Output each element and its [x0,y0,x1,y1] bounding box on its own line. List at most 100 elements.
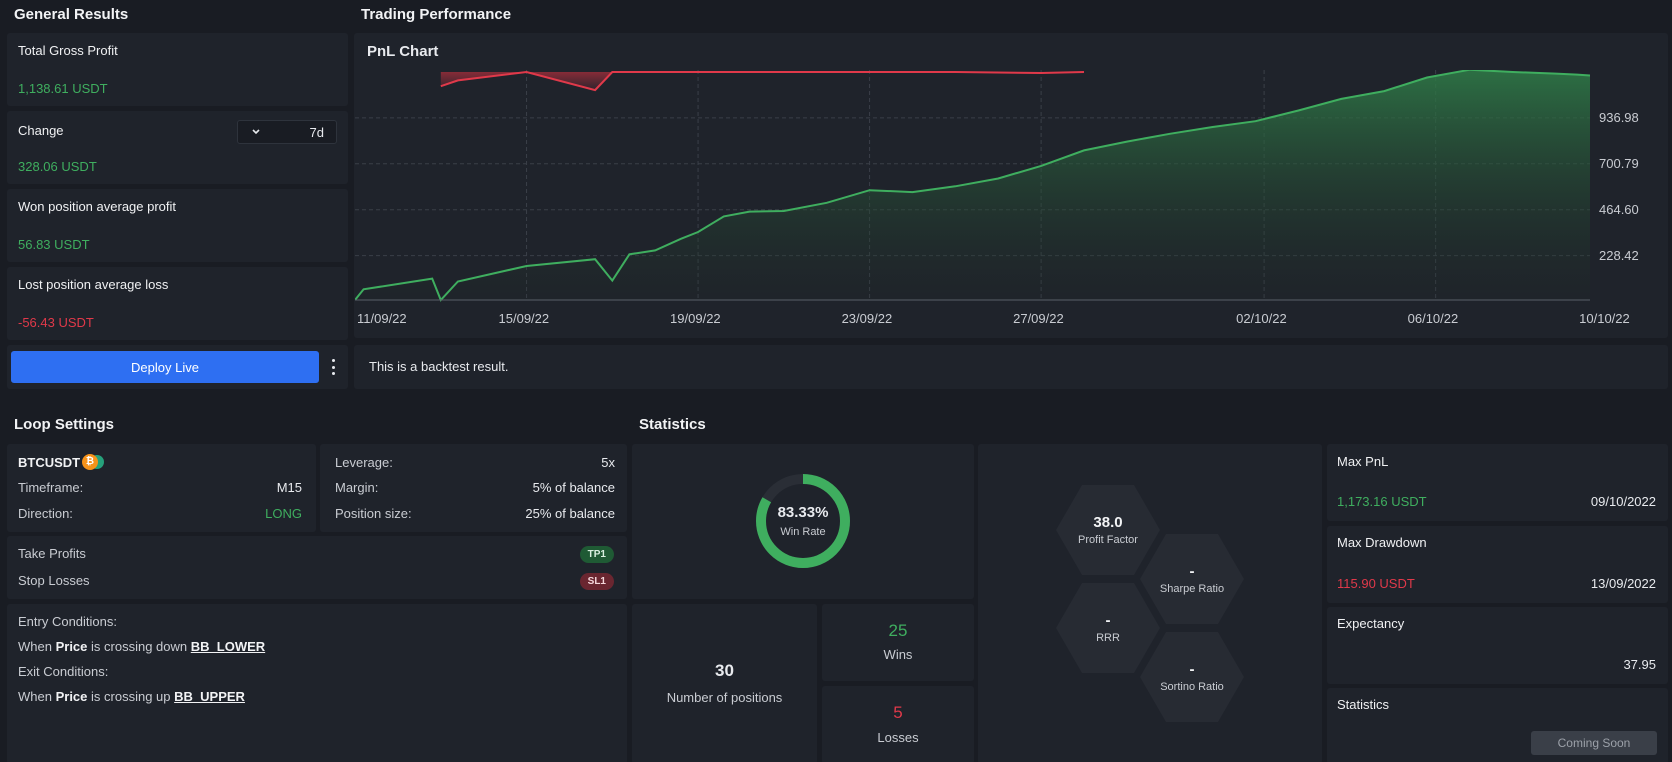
won-average-value: 56.83 USDT [18,237,90,252]
sharpe-ratio-hex: - Sharpe Ratio [1140,534,1244,624]
take-profits-label: Take Profits [18,546,86,561]
total-gross-profit-value: 1,138.61 USDT [18,81,108,96]
win-rate-gauge [756,474,850,568]
entry-conditions-label: Entry Conditions: [18,614,117,629]
rrr-label: RRR [1096,632,1120,644]
x-tick-label: 11/09/22 [357,311,407,326]
max-pnl-label: Max PnL [1337,454,1389,469]
statistics-card-label: Statistics [1337,697,1390,712]
expectancy-label: Expectancy [1337,616,1405,631]
profit-factor-value: 38.0 [1093,514,1123,531]
pnl-loss-line [440,70,1085,92]
price-operand: Price [55,689,88,704]
kebab-menu-icon[interactable] [325,356,341,378]
position-size-value: 25% of balance [525,506,615,521]
x-tick-label: 23/09/22 [841,311,893,326]
positions-label: Number of positions [666,690,783,705]
position-size-label: Position size: [335,506,412,521]
backtest-note-card: This is a backtest result. [354,345,1668,389]
coming-soon-button[interactable]: Coming Soon [1531,731,1657,755]
leverage-value: 5x [601,455,615,470]
y-tick-label: 936.98 [1599,109,1639,125]
bb-upper-link[interactable]: BB_UPPER [174,689,245,704]
y-tick-label: 700.79 [1599,155,1639,171]
direction-value: LONG [265,506,302,521]
total-gross-profit-label: Total Gross Profit [18,43,118,58]
max-pnl-card: Max PnL 1,173.16 USDT 09/10/2022 [1327,444,1668,521]
backtest-note: This is a backtest result. [369,359,509,374]
change-value: 328.06 USDT [18,159,97,174]
deploy-live-button[interactable]: Deploy Live [11,351,319,383]
change-period-value: 7d [309,125,324,140]
positions-card: 30 Number of positions [632,604,817,762]
losses-card: 5 Losses [822,686,974,762]
x-tick-label: 02/10/22 [1236,311,1287,326]
bb-lower-link[interactable]: BB_LOWER [190,639,266,654]
general-results-title: General Results [14,6,129,23]
trading-performance-title: Trading Performance [361,6,512,23]
max-drawdown-date: 13/09/2022 [1590,576,1656,591]
y-tick-label: 464.60 [1599,201,1639,217]
direction-label: Direction: [18,506,73,521]
margin-label: Margin: [335,480,379,495]
margin-value: 5% of balance [532,480,615,495]
sortino-ratio-hex: - Sortino Ratio [1140,632,1244,722]
statistics-title: Statistics [639,416,706,433]
targets-card: Take Profits TP1 Stop Losses SL1 [7,536,627,599]
pnl-chart-plot [355,70,1590,302]
pnl-loss-area [440,72,1084,91]
sortino-ratio-label: Sortino Ratio [1160,681,1224,693]
won-average-label: Won position average profit [18,199,177,214]
entry-condition: When Price is crossing down BB_LOWER [18,639,266,654]
wins-card: 25 Wins [822,604,974,681]
max-drawdown-value: 115.90 USDT [1337,576,1415,591]
sl1-tag[interactable]: SL1 [579,573,614,590]
sharpe-ratio-value: - [1189,563,1195,580]
win-rate-value: 83.33% [777,504,829,521]
max-drawdown-card: Max Drawdown 115.90 USDT 13/09/2022 [1327,526,1668,603]
x-tick-label: 10/10/22 [1579,311,1630,326]
wins-label: Wins [883,647,913,662]
expectancy-card: Expectancy 37.95 [1327,607,1668,684]
losses-value: 5 [893,703,903,722]
x-tick-label: 06/10/22 [1407,311,1459,326]
exit-condition: When Price is crossing up BB_UPPER [18,689,245,704]
wins-value: 25 [888,621,908,640]
max-pnl-value: 1,173.16 USDT [1337,494,1427,509]
sortino-ratio-value: - [1189,661,1195,678]
expectancy-value: 37.95 [1623,657,1656,672]
losses-label: Losses [877,730,919,745]
pnl-profit-area [355,70,1590,300]
chevron-down-icon [252,129,260,135]
y-tick-label: 228.42 [1599,247,1639,263]
timeframe-label: Timeframe: [18,480,84,495]
conditions-card: Entry Conditions: When Price is crossing… [7,604,627,762]
change-period-select[interactable]: 7d [237,120,337,144]
sharpe-ratio-label: Sharpe Ratio [1159,583,1225,595]
btc-usdt-coin-icons: ₿ [82,454,104,470]
x-tick-label: 19/09/22 [670,311,721,326]
total-gross-profit-card: Total Gross Profit 1,138.61 USDT [7,33,348,106]
positions-value: 30 [715,661,734,680]
loop-settings-title: Loop Settings [14,416,114,433]
rrr-hex: - RRR [1056,583,1160,673]
ratios-card: 38.0 Profit Factor - Sharpe Ratio - RRR … [978,444,1322,762]
lost-average-card: Lost position average loss -56.43 USDT [7,267,348,340]
leverage-label: Leverage: [335,455,393,470]
price-operand: Price [55,639,88,654]
pnl-profit-line [355,70,1590,302]
change-label: Change [18,123,64,138]
profit-factor-label: Profit Factor [1078,534,1138,546]
max-drawdown-label: Max Drawdown [1337,535,1427,550]
symbol-card: BTCUSDT ₿ Timeframe: M15 Direction: LONG [7,444,316,532]
lost-average-value: -56.43 USDT [18,315,94,330]
rrr-value: - [1105,612,1111,629]
max-pnl-date: 09/10/2022 [1590,494,1656,509]
profit-factor-hex: 38.0 Profit Factor [1056,485,1160,575]
x-tick-label: 27/09/22 [1013,311,1064,326]
win-rate-label: Win Rate [780,526,826,538]
x-tick-label: 15/09/22 [498,311,550,326]
tp1-tag[interactable]: TP1 [579,546,614,563]
win-rate-card: 83.33% Win Rate [632,444,974,599]
timeframe-value: M15 [276,480,302,495]
